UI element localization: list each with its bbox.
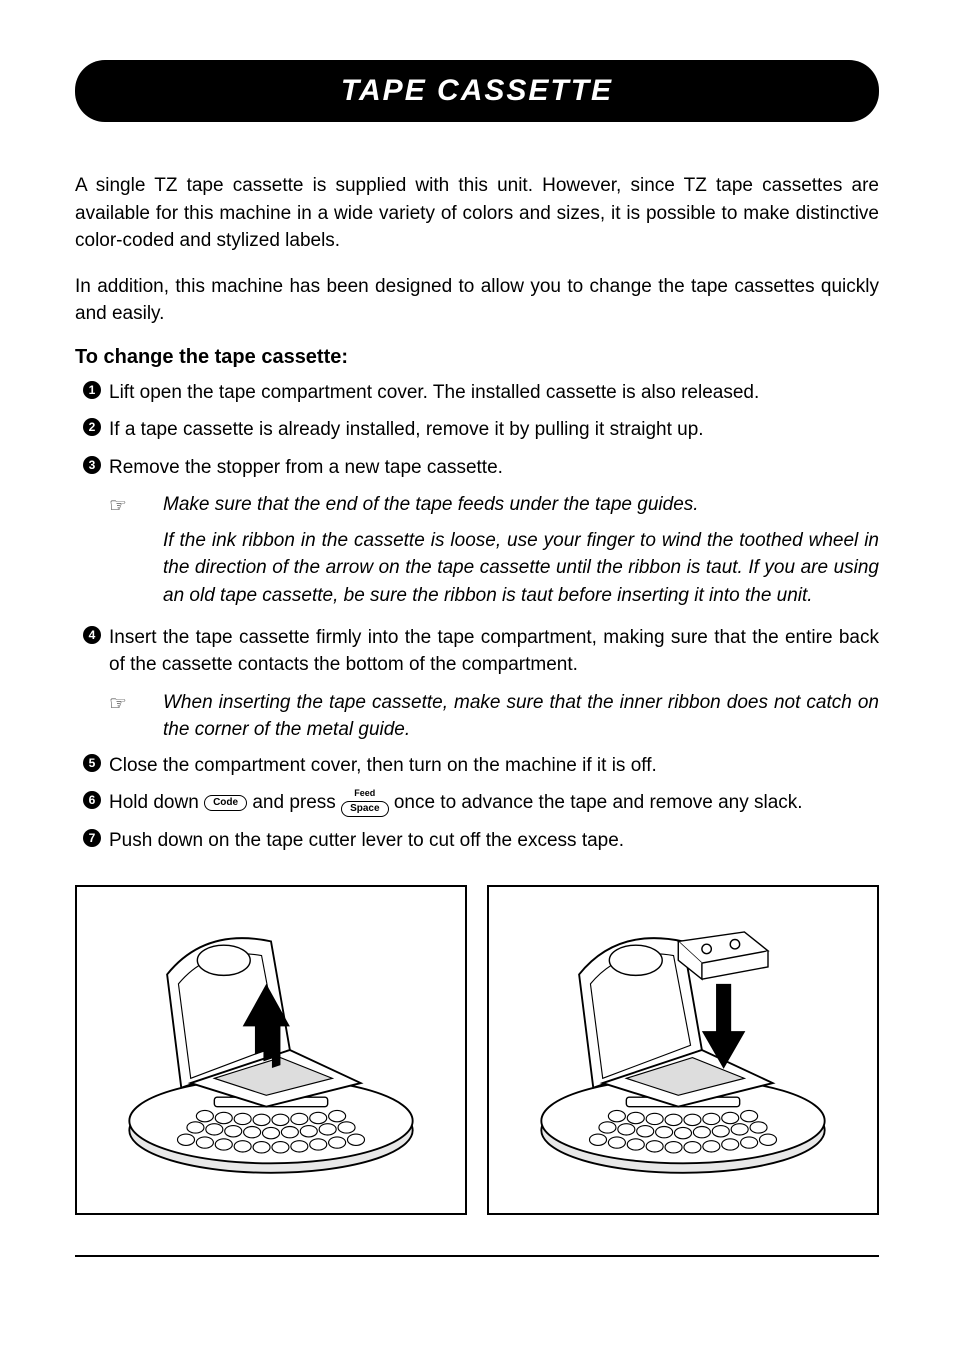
figure-insert-cassette <box>487 885 879 1215</box>
intro-paragraph-1: A single TZ tape cassette is supplied wi… <box>75 172 879 255</box>
footer-divider <box>75 1255 879 1257</box>
step-3-note-2-text: If the ink ribbon in the cassette is loo… <box>163 527 879 610</box>
step-4-text: Insert the tape cassette firmly into the… <box>109 624 879 679</box>
step-4-note-text: When inserting the tape cassette, make s… <box>163 689 879 744</box>
figures-row <box>75 885 879 1215</box>
bullet-number-icon: 3 <box>83 456 101 474</box>
page-title-banner: TAPE CASSETTE <box>75 60 879 122</box>
label-maker-insert-illustration-icon <box>513 900 853 1200</box>
pointing-hand-icon: ☞ <box>109 689 163 716</box>
step-1-text: Lift open the tape compartment cover. Th… <box>109 379 879 407</box>
step-2-text: If a tape cassette is already installed,… <box>109 416 879 444</box>
bullet-number-icon: 7 <box>83 829 101 847</box>
step-6-text: Hold down Code and press Feed Space once… <box>109 789 879 817</box>
feed-space-key-icon: Feed Space <box>341 789 388 817</box>
code-key-icon: Code <box>204 795 247 811</box>
step-7: 7 Push down on the tape cutter lever to … <box>75 827 879 855</box>
step-6: 6 Hold down Code and press Feed Space on… <box>75 789 879 817</box>
step-7-text: Push down on the tape cutter lever to cu… <box>109 827 879 855</box>
figure-remove-cassette <box>75 885 467 1215</box>
step-bullet-2: 2 <box>75 416 109 436</box>
step-4: 4 Insert the tape cassette firmly into t… <box>75 624 879 679</box>
step-bullet-1: 1 <box>75 379 109 399</box>
bullet-number-icon: 1 <box>83 381 101 399</box>
pointing-hand-icon: ☞ <box>109 491 163 518</box>
space-key-icon: Space <box>341 801 388 817</box>
step-bullet-5: 5 <box>75 752 109 772</box>
step-3-note-1: ☞ Make sure that the end of the tape fee… <box>109 491 879 519</box>
step-2: 2 If a tape cassette is already installe… <box>75 416 879 444</box>
intro-paragraph-2: In addition, this machine has been desig… <box>75 273 879 328</box>
bullet-number-icon: 6 <box>83 791 101 809</box>
step-5: 5 Close the compartment cover, then turn… <box>75 752 879 780</box>
step-6-text-a: Hold down <box>109 792 204 813</box>
bullet-number-icon: 5 <box>83 754 101 772</box>
step-6-text-c: once to advance the tape and remove any … <box>394 792 803 813</box>
bullet-number-icon: 2 <box>83 418 101 436</box>
step-3-text: Remove the stopper from a new tape casse… <box>109 454 879 482</box>
step-bullet-6: 6 <box>75 789 109 809</box>
bullet-number-icon: 4 <box>83 626 101 644</box>
step-bullet-3: 3 <box>75 454 109 474</box>
step-1: 1 Lift open the tape compartment cover. … <box>75 379 879 407</box>
label-maker-remove-illustration-icon <box>101 900 441 1200</box>
feed-label: Feed <box>341 789 388 798</box>
step-bullet-7: 7 <box>75 827 109 847</box>
section-heading: To change the tape cassette: <box>75 346 879 369</box>
step-3-note-1-text: Make sure that the end of the tape feeds… <box>163 491 879 519</box>
step-3: 3 Remove the stopper from a new tape cas… <box>75 454 879 482</box>
step-6-text-b: and press <box>252 792 341 813</box>
step-bullet-4: 4 <box>75 624 109 644</box>
step-4-note: ☞ When inserting the tape cassette, make… <box>109 689 879 744</box>
step-5-text: Close the compartment cover, then turn o… <box>109 752 879 780</box>
